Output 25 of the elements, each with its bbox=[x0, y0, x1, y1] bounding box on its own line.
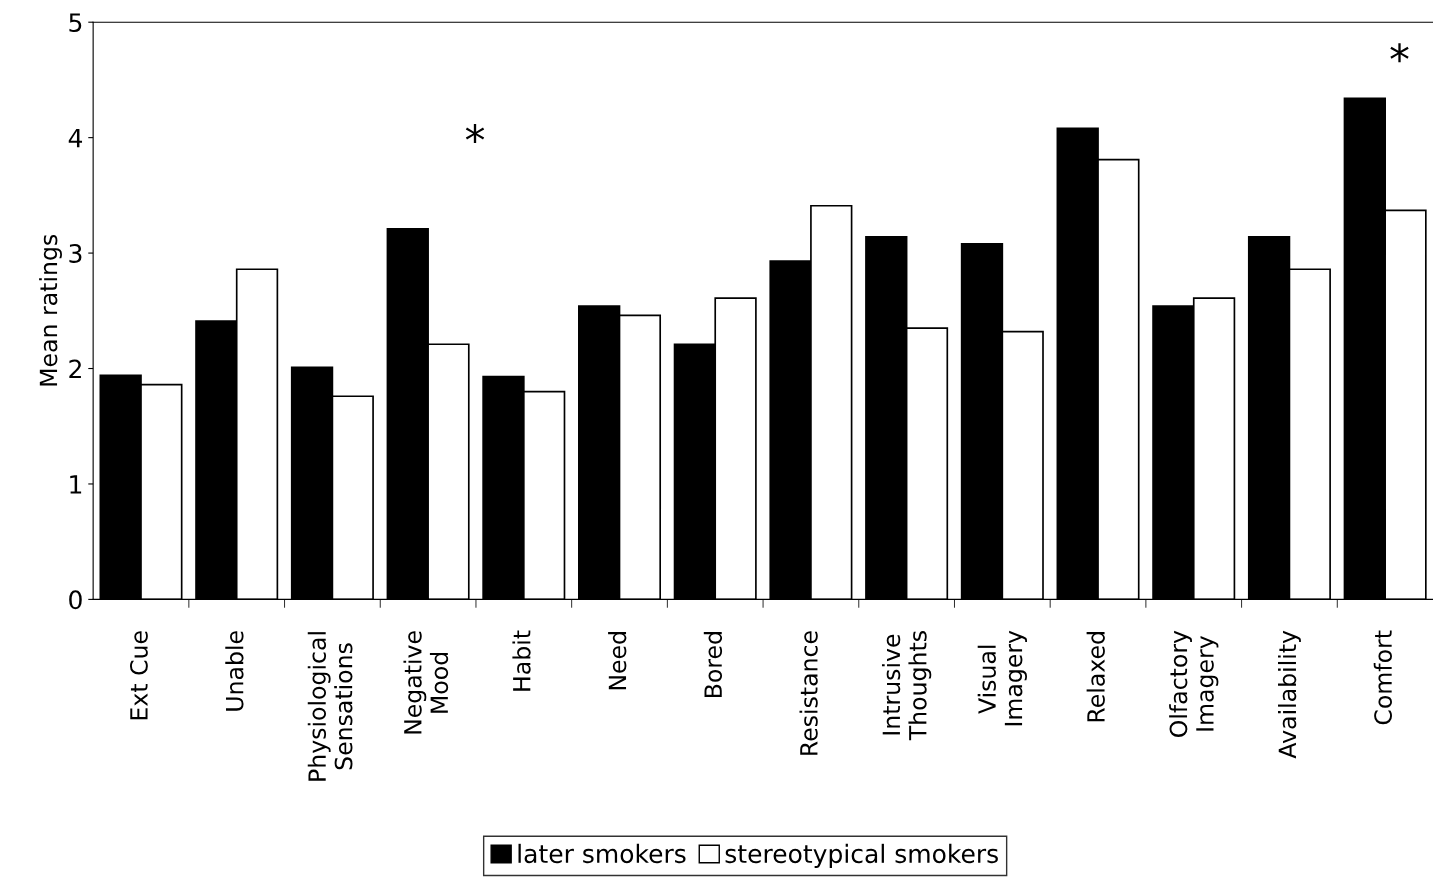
x-tick-label: Physiological Sensations bbox=[307, 632, 353, 781]
y-tick-label: 3 bbox=[69, 244, 82, 263]
x-tick-label: Comfort bbox=[1373, 630, 1392, 725]
annotation: * bbox=[465, 123, 485, 143]
annotation: * bbox=[1390, 43, 1409, 63]
x-tick-label: Unable bbox=[225, 631, 244, 711]
x-tick-label: Olfactory Imagery bbox=[1169, 630, 1219, 737]
x-tick-label: Visual Imagery bbox=[977, 630, 1027, 726]
x-tick-label: Habit bbox=[512, 630, 531, 691]
x-tick-label: Bored bbox=[703, 632, 723, 697]
y-tick-label: 5 bbox=[69, 13, 82, 33]
x-tick-label: Relaxed bbox=[1086, 632, 1105, 722]
y-tick-label: 0 bbox=[69, 590, 82, 610]
x-tick-label: Availability bbox=[1278, 630, 1301, 759]
y-tick-label: 4 bbox=[68, 128, 83, 148]
x-tick-label: Resistance bbox=[799, 631, 818, 755]
x-tick-label: Negative Mood bbox=[403, 631, 449, 734]
legend-label: stereotypical smokers bbox=[725, 843, 998, 868]
legend-label: later smokers bbox=[518, 843, 686, 864]
x-tick-label: Need bbox=[608, 632, 627, 690]
x-tick-label: Ext Cue bbox=[129, 631, 148, 720]
y-tick-label: 2 bbox=[69, 359, 81, 379]
y-axis-title: Mean ratings bbox=[39, 234, 62, 386]
x-tick-label: Intrusive Thoughts bbox=[881, 631, 932, 741]
y-tick-label: 1 bbox=[70, 475, 82, 494]
